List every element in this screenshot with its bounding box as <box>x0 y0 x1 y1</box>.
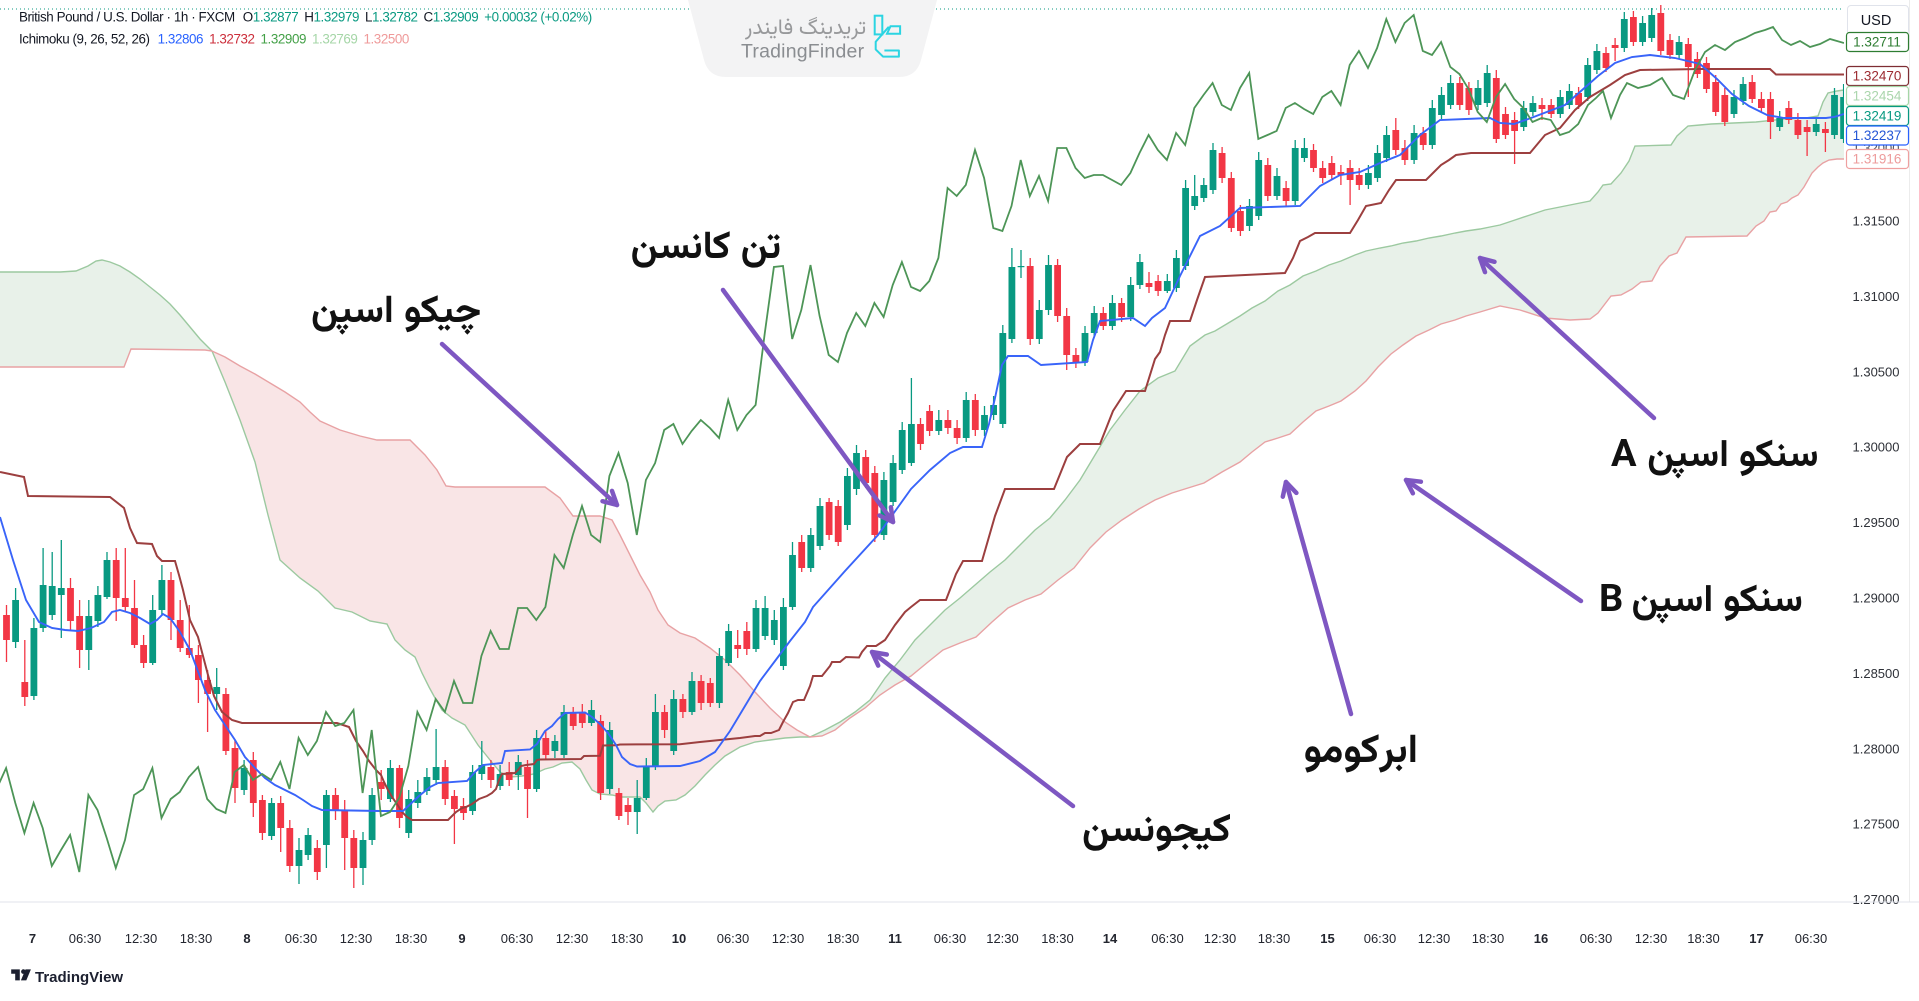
svg-text:1.30500: 1.30500 <box>1853 364 1900 379</box>
svg-text:18:30: 18:30 <box>611 931 644 946</box>
svg-text:06:30: 06:30 <box>934 931 967 946</box>
svg-text:18:30: 18:30 <box>1687 931 1720 946</box>
svg-text:1.32419: 1.32419 <box>1853 109 1902 124</box>
svg-text:British Pound / U.S. Dollar ·: British Pound / U.S. Dollar · 1h · FXCM O… <box>19 10 592 25</box>
svg-text:06:30: 06:30 <box>1151 931 1184 946</box>
svg-text:12:30: 12:30 <box>1204 931 1237 946</box>
svg-text:17: 17 <box>1749 931 1763 946</box>
svg-text:1.31000: 1.31000 <box>1853 289 1900 304</box>
svg-text:18:30: 18:30 <box>1258 931 1291 946</box>
svg-text:1.28000: 1.28000 <box>1853 741 1900 756</box>
svg-text:8: 8 <box>243 931 250 946</box>
svg-text:1.32237: 1.32237 <box>1853 128 1902 143</box>
svg-text:06:30: 06:30 <box>285 931 318 946</box>
svg-text:16: 16 <box>1534 931 1548 946</box>
svg-text:1.31916: 1.31916 <box>1853 152 1902 167</box>
svg-text:TradingFinder: TradingFinder <box>741 41 865 63</box>
svg-text:1.28500: 1.28500 <box>1853 666 1900 681</box>
svg-text:1.32454: 1.32454 <box>1853 89 1902 104</box>
svg-text:12:30: 12:30 <box>986 931 1019 946</box>
svg-text:06:30: 06:30 <box>717 931 750 946</box>
svg-text:TradingView: TradingView <box>35 969 123 986</box>
svg-text:18:30: 18:30 <box>1041 931 1074 946</box>
svg-text:7: 7 <box>29 931 36 946</box>
svg-text:15: 15 <box>1320 931 1334 946</box>
svg-text:11: 11 <box>888 931 902 946</box>
svg-text:10: 10 <box>672 931 686 946</box>
svg-text:14: 14 <box>1103 931 1118 946</box>
svg-text:12:30: 12:30 <box>125 931 158 946</box>
svg-text:18:30: 18:30 <box>180 931 213 946</box>
svg-text:18:30: 18:30 <box>395 931 428 946</box>
svg-text:18:30: 18:30 <box>1472 931 1505 946</box>
svg-text:06:30: 06:30 <box>1580 931 1613 946</box>
svg-text:1.29000: 1.29000 <box>1853 591 1900 606</box>
svg-text:1.32470: 1.32470 <box>1853 69 1902 84</box>
svg-text:12:30: 12:30 <box>340 931 373 946</box>
svg-text:1.27500: 1.27500 <box>1853 817 1900 832</box>
svg-text:12:30: 12:30 <box>772 931 805 946</box>
svg-text:1.27000: 1.27000 <box>1853 892 1900 907</box>
svg-text:06:30: 06:30 <box>1364 931 1397 946</box>
svg-text:1.30000: 1.30000 <box>1853 440 1900 455</box>
svg-text:12:30: 12:30 <box>1635 931 1668 946</box>
svg-text:12:30: 12:30 <box>1418 931 1451 946</box>
svg-text:1.32711: 1.32711 <box>1853 35 1901 50</box>
svg-text:1.31500: 1.31500 <box>1853 214 1900 229</box>
svg-text:Ichimoku (9, 26, 52, 26)1.3280: Ichimoku (9, 26, 52, 26) 1.32806 1.32732 1.… <box>19 32 409 47</box>
svg-text:06:30: 06:30 <box>69 931 102 946</box>
svg-text:1.29500: 1.29500 <box>1853 515 1900 530</box>
svg-text:USD: USD <box>1861 13 1892 29</box>
svg-text:06:30: 06:30 <box>501 931 534 946</box>
svg-text:06:30: 06:30 <box>1795 931 1828 946</box>
svg-text:18:30: 18:30 <box>827 931 860 946</box>
svg-text:9: 9 <box>458 931 465 946</box>
svg-text:12:30: 12:30 <box>556 931 589 946</box>
